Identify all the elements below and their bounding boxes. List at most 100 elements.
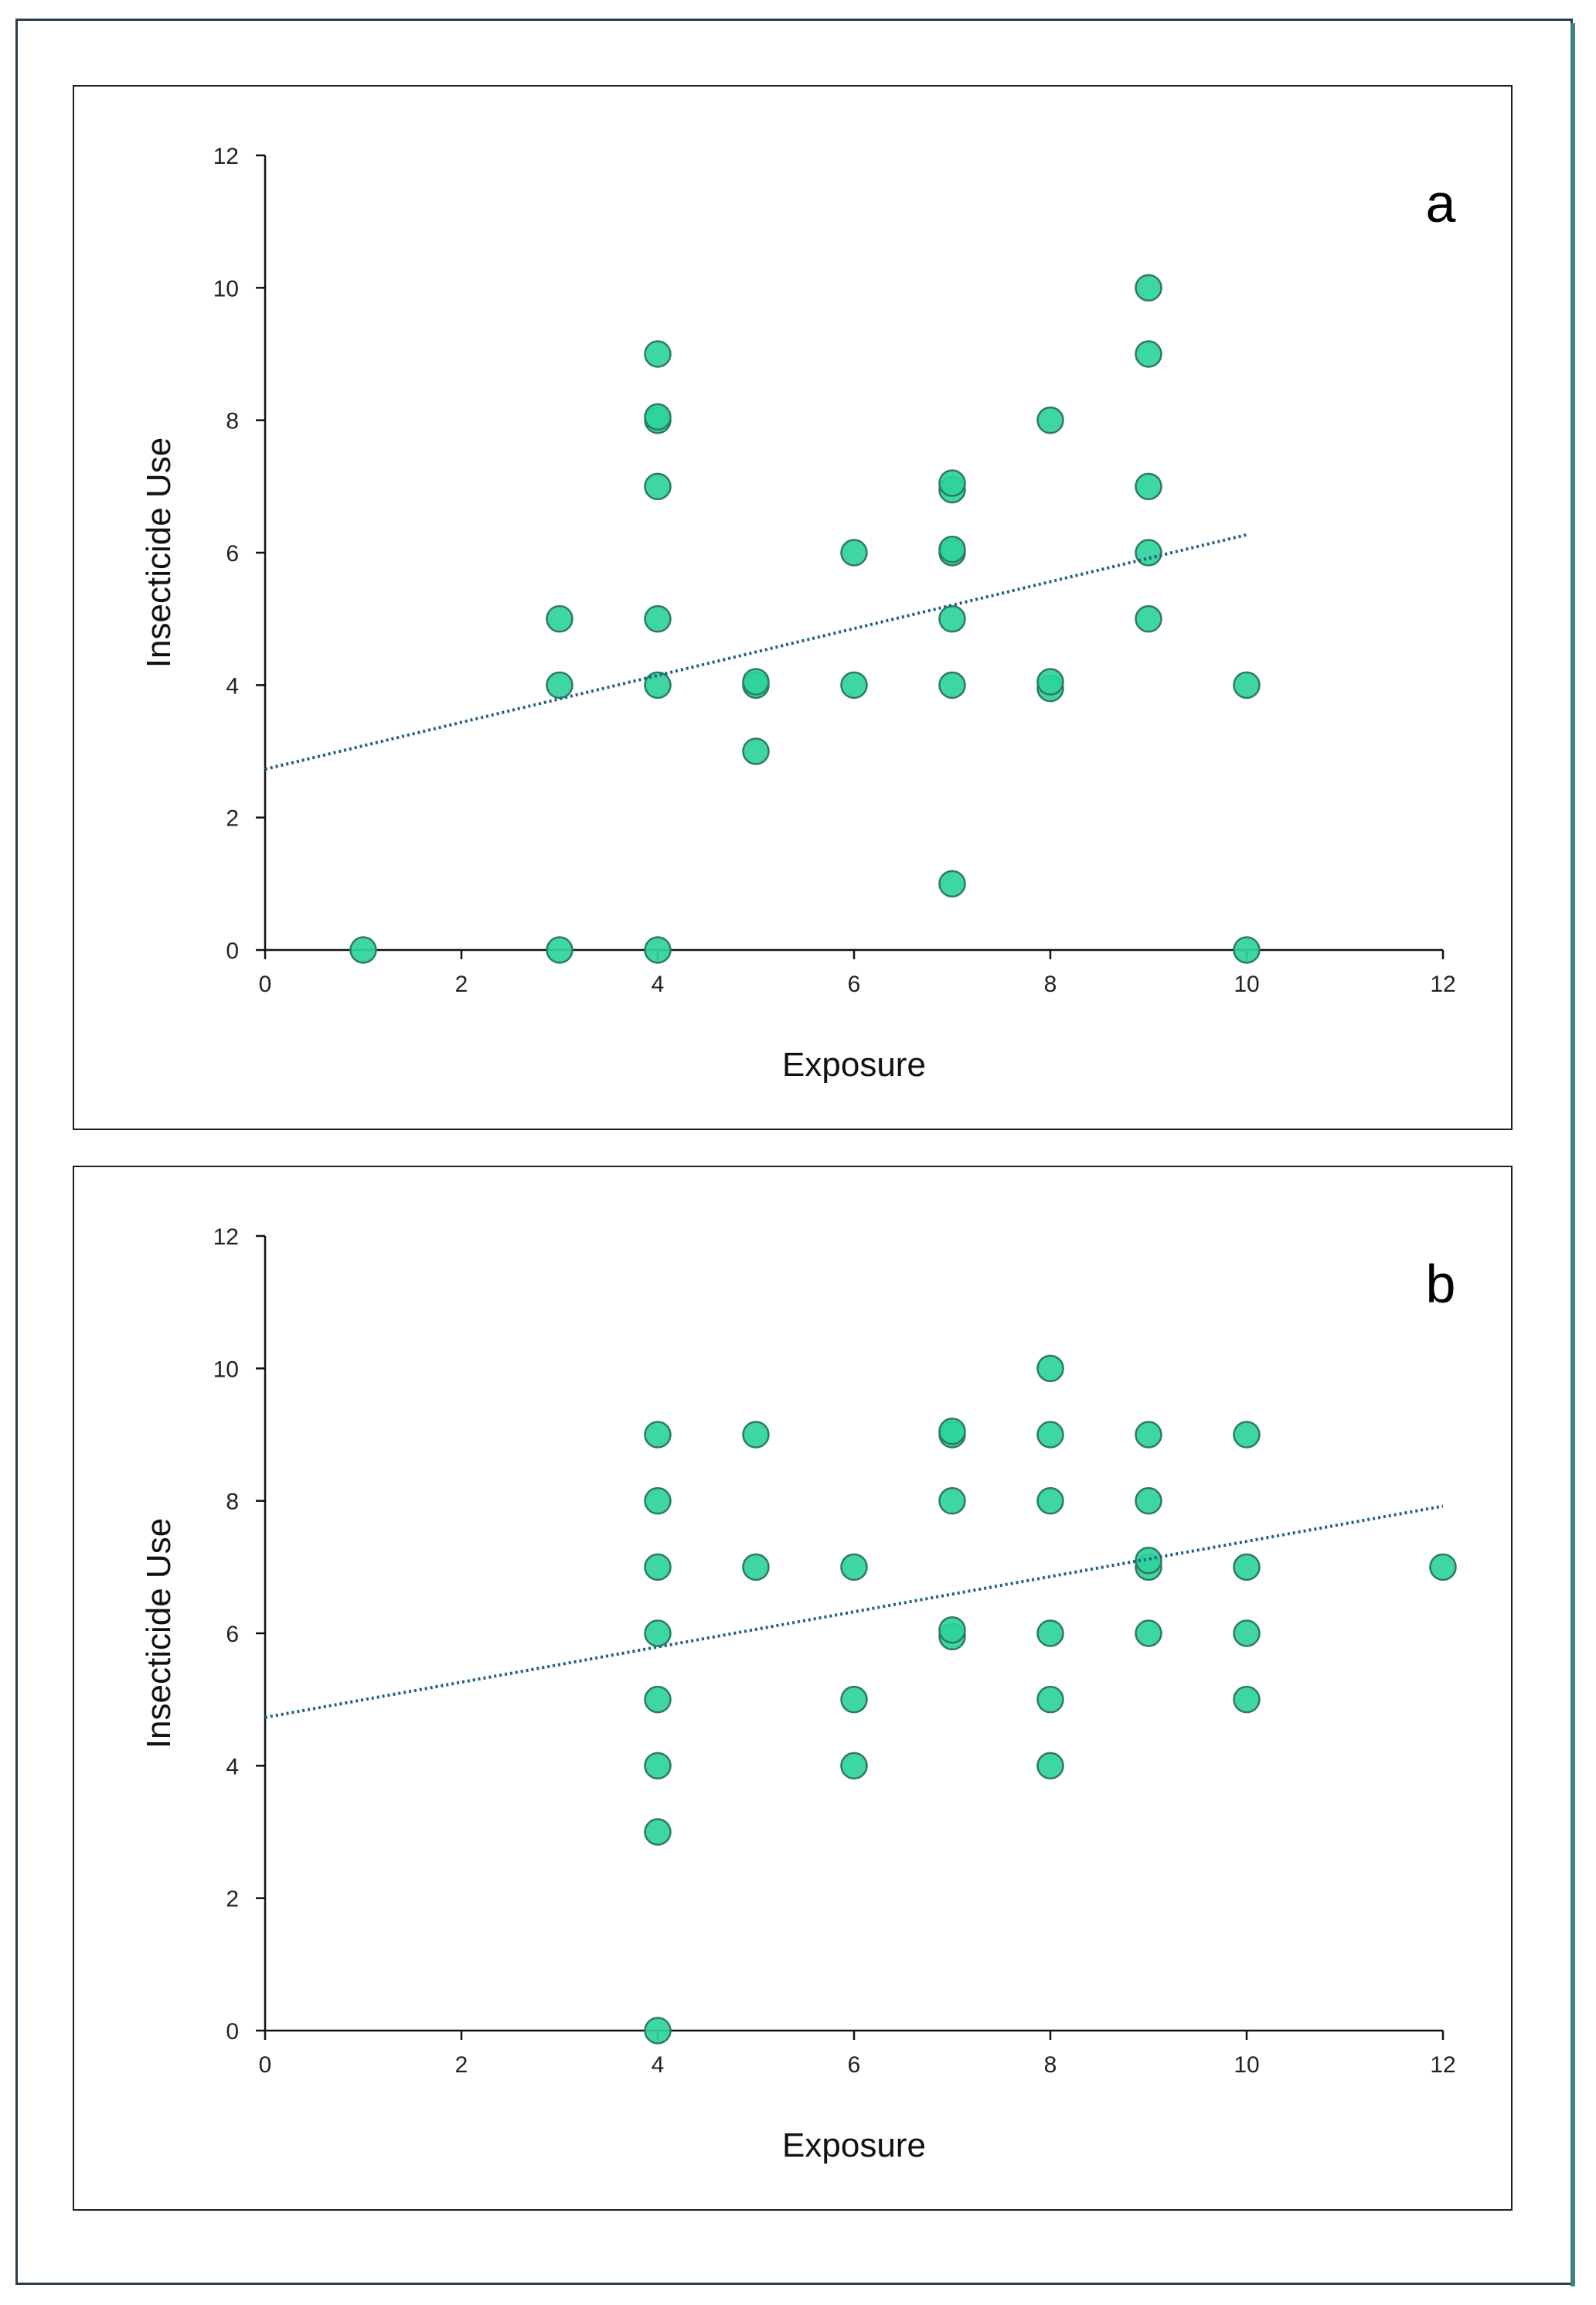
data-point: [349, 936, 377, 964]
data-point: [1036, 406, 1064, 434]
y-tick-label: 0: [226, 2019, 239, 2045]
y-tick-label: 12: [213, 1224, 239, 1250]
panel-label: b: [1426, 1254, 1456, 1314]
x-axis-title: Exposure: [782, 2126, 926, 2164]
data-point: [840, 1553, 868, 1581]
y-tick-label: 4: [226, 673, 239, 699]
data-point: [938, 604, 966, 633]
chart-panel-b: 0 2 4 6 8 10 12 0 2 4 6 8 10 12 Exposure Insecticide Us…: [73, 1166, 1513, 2211]
data-point: [1135, 604, 1162, 633]
data-point: [644, 2017, 672, 2045]
data-point: [546, 671, 573, 700]
x-tick-label: 0: [259, 2052, 272, 2078]
y-tick-label: 8: [226, 1490, 239, 1515]
data-point: [742, 1421, 770, 1449]
data-point: [1135, 1547, 1162, 1575]
scatter-chart-a: 0 2 4 6 8 10 12 0 2 4 6 8 10 12 Exposure Insecticide Us…: [140, 144, 1456, 1084]
data-point: [1233, 671, 1261, 700]
x-tick-label: 4: [652, 972, 665, 997]
y-axis-title: Insecticide Use: [140, 1518, 178, 1748]
data-point: [1429, 1553, 1457, 1581]
data-point: [1135, 1421, 1162, 1449]
trendline: [264, 1504, 1444, 1719]
data-point: [1135, 472, 1162, 501]
x-tick-label: 6: [848, 2052, 861, 2078]
y-axis-title: Insecticide Use: [140, 438, 178, 668]
x-tick-label: 12: [1430, 972, 1455, 997]
y-tick-label: 2: [226, 806, 239, 832]
data-point: [644, 1486, 672, 1515]
data-point: [1036, 668, 1064, 696]
data-point: [1233, 1619, 1261, 1647]
x-tick-label: 8: [1044, 972, 1057, 997]
data-point: [1036, 1685, 1064, 1714]
scatter-chart-b: 0 2 4 6 8 10 12 0 2 4 6 8 10 12 Exposure Insecticide Us…: [140, 1224, 1457, 2164]
trendline: [264, 533, 1247, 771]
data-point: [644, 1553, 672, 1581]
data-point: [1036, 1619, 1064, 1647]
x-tick-label: 10: [1234, 2052, 1259, 2078]
y-tick-label: 0: [226, 938, 239, 964]
data-point: [546, 936, 573, 964]
x-tick-label: 4: [652, 2052, 665, 2078]
x-tick-label: 2: [455, 972, 468, 997]
data-point: [742, 668, 770, 696]
data-point: [938, 870, 966, 898]
y-tick-label: 8: [226, 409, 239, 434]
y-tick-label: 2: [226, 1887, 239, 1912]
x-tick-label: 6: [848, 972, 861, 997]
y-tick-label: 4: [226, 1754, 239, 1779]
data-point: [1036, 1486, 1064, 1515]
x-tick-label: 12: [1430, 2052, 1455, 2078]
chart-panel-a: 0 2 4 6 8 10 12 0 2 4 6 8 10 12 Exposure Insecticide Us…: [73, 85, 1513, 1130]
data-point: [1233, 1553, 1261, 1581]
panel-label: a: [1426, 173, 1456, 233]
data-point: [1233, 1421, 1261, 1449]
x-tick-label: 2: [455, 2052, 468, 2078]
data-point: [1135, 1619, 1162, 1647]
data-point: [840, 539, 868, 567]
data-point: [1036, 1752, 1064, 1780]
data-point: [938, 469, 966, 497]
x-axis-title: Exposure: [782, 1046, 926, 1084]
data-point: [644, 1619, 672, 1647]
y-tick-label: 10: [213, 1357, 239, 1382]
data-point: [1135, 274, 1162, 302]
data-point: [546, 604, 573, 633]
data-point: [644, 403, 672, 431]
data-point: [938, 535, 966, 563]
data-point: [644, 472, 672, 501]
data-point: [1135, 340, 1162, 368]
y-tick-label: 6: [226, 1622, 239, 1647]
data-point: [938, 1417, 966, 1445]
data-point: [938, 671, 966, 700]
data-point: [644, 604, 672, 633]
y-tick-label: 10: [213, 276, 239, 301]
data-point: [644, 1421, 672, 1449]
data-point: [1135, 539, 1162, 567]
data-point: [840, 1685, 868, 1714]
data-point: [644, 1685, 672, 1714]
x-tick-label: 0: [259, 972, 272, 997]
x-tick-label: 8: [1044, 2052, 1057, 2078]
data-point: [1036, 1421, 1064, 1449]
y-tick-label: 6: [226, 541, 239, 567]
data-point: [938, 1616, 966, 1644]
data-point: [644, 671, 672, 700]
data-point: [644, 936, 672, 964]
data-point: [1036, 1354, 1064, 1383]
data-point: [742, 737, 770, 765]
data-point: [1135, 1486, 1162, 1515]
data-point: [644, 1818, 672, 1846]
y-tick-label: 12: [213, 144, 239, 169]
data-point: [840, 671, 868, 700]
data-point: [938, 1486, 966, 1515]
x-tick-label: 10: [1234, 972, 1259, 997]
data-point: [840, 1752, 868, 1780]
data-point: [644, 1752, 672, 1780]
figure-frame-edge: [1570, 23, 1575, 2286]
data-point: [742, 1553, 770, 1581]
data-point: [1233, 936, 1261, 964]
data-point: [1233, 1685, 1261, 1714]
data-point: [644, 340, 672, 368]
